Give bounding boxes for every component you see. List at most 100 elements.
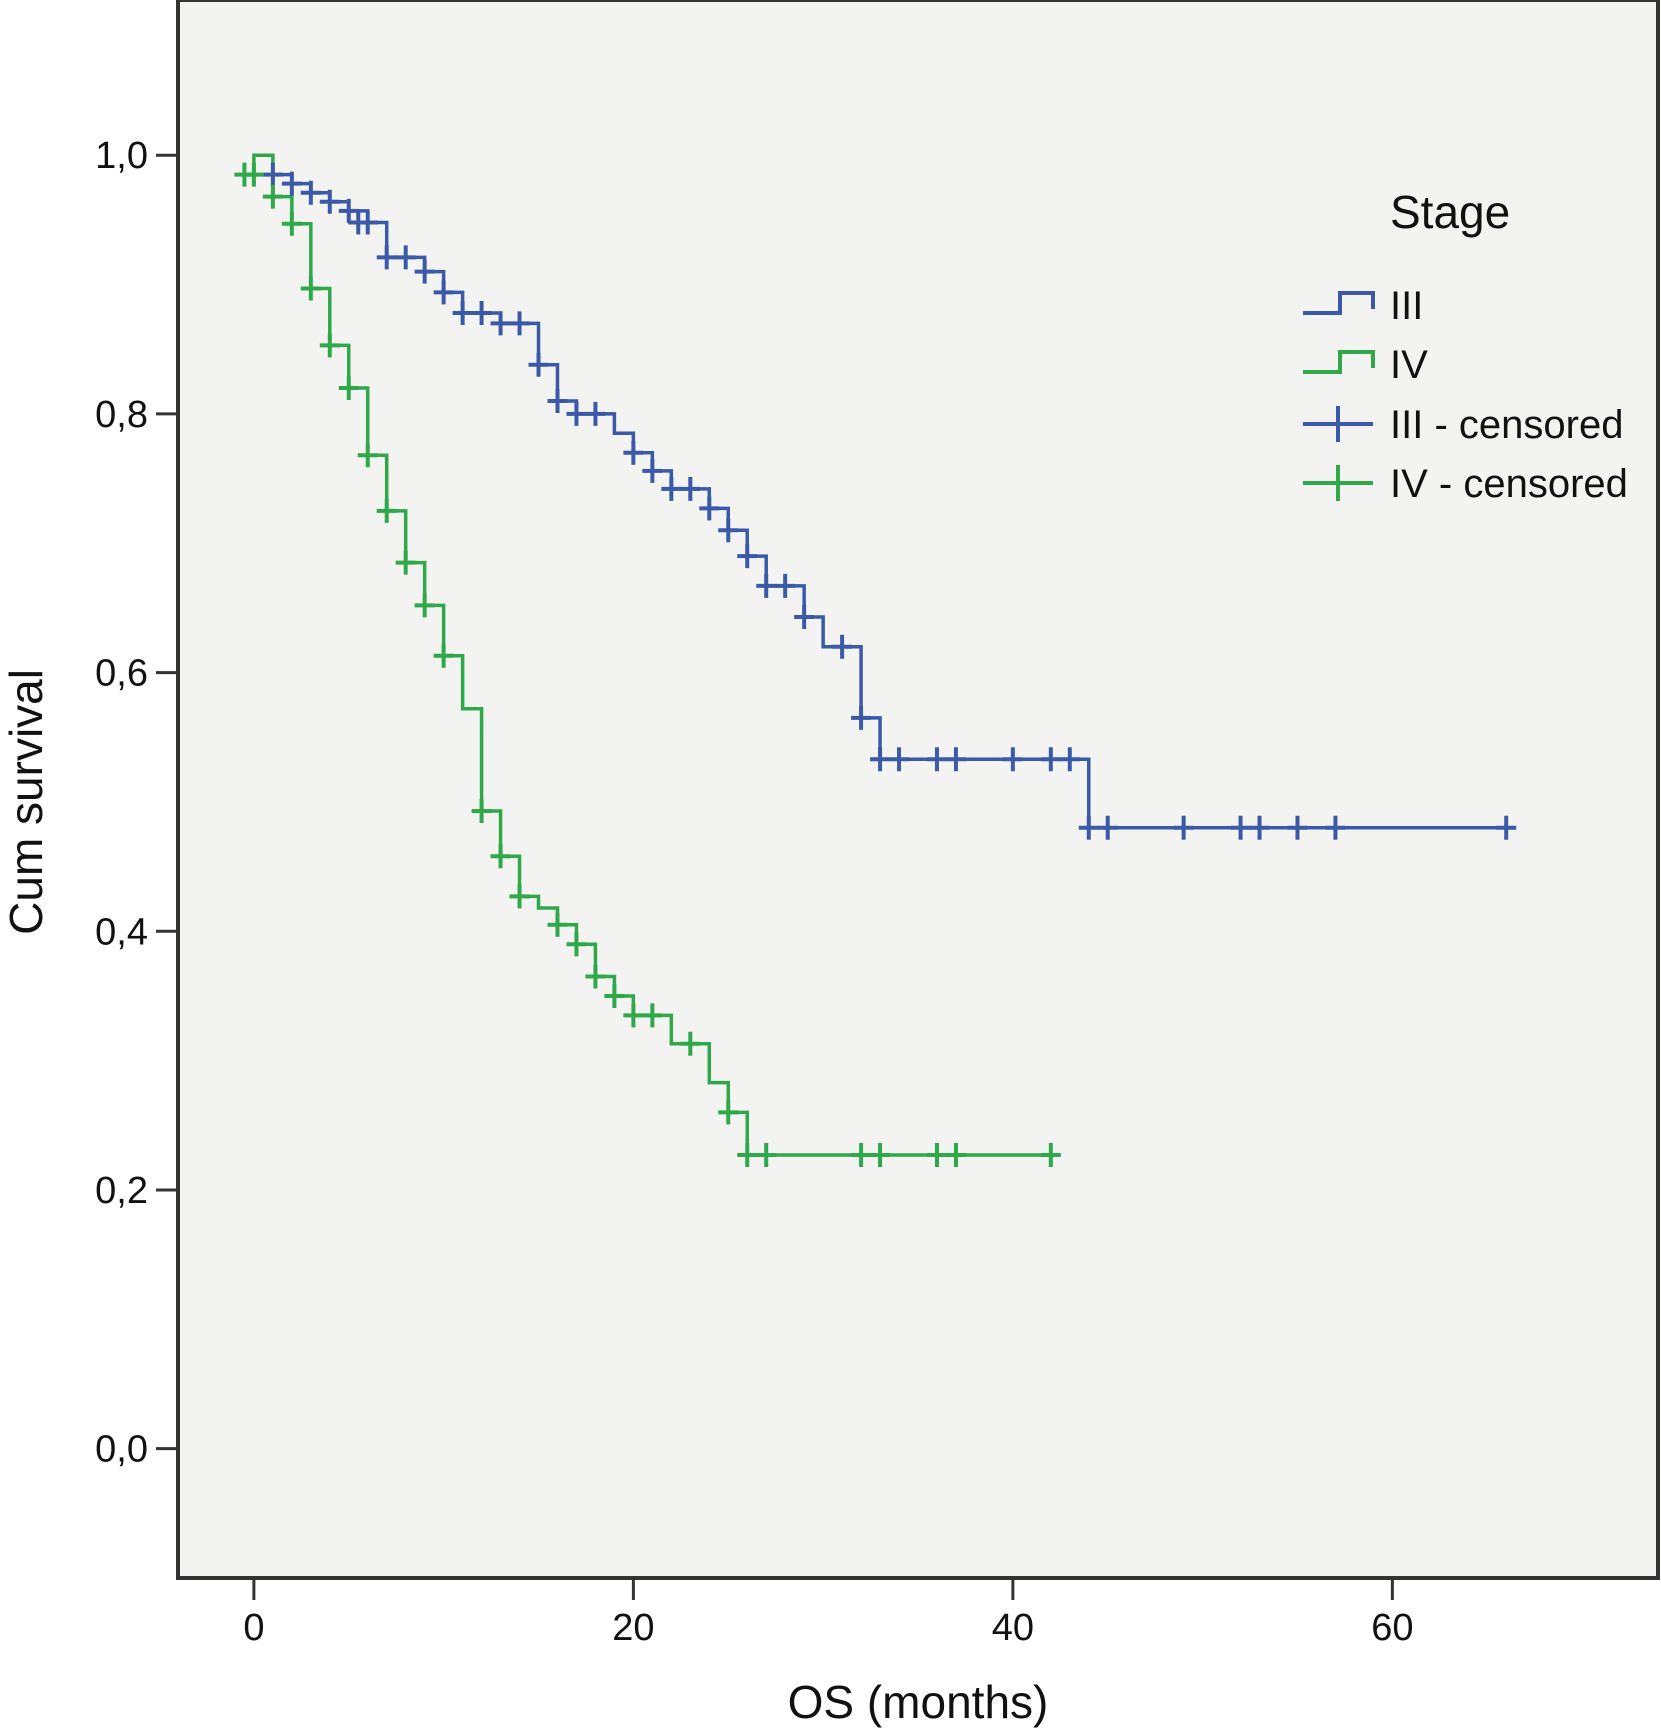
censor-mark-III xyxy=(1002,747,1023,772)
censor-mark-IV xyxy=(851,1143,872,1168)
censor-mark-IV xyxy=(414,593,435,618)
censor-mark-IV xyxy=(1040,1143,1061,1168)
y-tick-label: 0,2 xyxy=(95,1170,148,1212)
censor-mark-IV xyxy=(945,1143,966,1168)
x-tick-label: 60 xyxy=(1371,1607,1413,1649)
censor-mark-III xyxy=(1173,815,1194,840)
censor-mark-III xyxy=(414,259,435,284)
censor-mark-IV xyxy=(604,983,625,1008)
censor-mark-III xyxy=(718,518,739,543)
y-tick-label: 0,4 xyxy=(95,911,148,953)
censor-mark-III xyxy=(775,573,796,598)
censor-mark-III xyxy=(262,162,283,187)
censor-mark-IV xyxy=(718,1100,739,1125)
legend-swatch-line xyxy=(1303,350,1375,374)
legend-swatch-line xyxy=(1303,291,1375,315)
legend: Stage III IV III - censored IV - censored xyxy=(1303,186,1628,506)
censor-mark-III xyxy=(737,544,758,569)
censor-mark-IV xyxy=(433,643,454,668)
legend-entry: III xyxy=(1390,284,1423,328)
censor-mark-III xyxy=(1040,747,1061,772)
y-axis-label: Cum survival xyxy=(0,669,52,935)
censor-mark-IV xyxy=(756,1143,777,1168)
censor-mark-III xyxy=(300,180,321,205)
censor-mark-III xyxy=(357,210,378,235)
censor-mark-III xyxy=(319,189,340,214)
censor-mark-III xyxy=(1097,815,1118,840)
legend-title: Stage xyxy=(1390,186,1510,238)
legend-entry: IV xyxy=(1390,343,1428,387)
censor-mark-III xyxy=(528,352,549,377)
censor-mark-IV xyxy=(300,276,321,301)
censor-mark-III xyxy=(1325,815,1346,840)
censor-mark-III xyxy=(1059,747,1080,772)
censor-mark-IV xyxy=(642,1003,663,1028)
censor-mark-III xyxy=(945,747,966,772)
y-tick-label: 1,0 xyxy=(95,135,148,177)
censor-mark-IV xyxy=(281,211,302,236)
x-tick-label: 20 xyxy=(612,1607,654,1649)
censor-mark-IV xyxy=(585,964,606,989)
censor-mark-III xyxy=(680,476,701,501)
censor-mark-III xyxy=(623,440,644,465)
x-tick-label: 40 xyxy=(992,1607,1034,1649)
censor-mark-III xyxy=(756,573,777,598)
censor-mark-III xyxy=(433,280,454,305)
censor-mark-IV xyxy=(547,912,568,937)
censor-mark-III xyxy=(851,705,872,730)
censor-mark-III xyxy=(585,401,606,426)
legend-entry: IV - censored xyxy=(1390,462,1628,506)
censor-mark-III xyxy=(926,747,947,772)
y-tick-label: 0,8 xyxy=(95,394,148,436)
censor-mark-III xyxy=(509,311,530,336)
y-tick-label: 0,6 xyxy=(95,653,148,695)
censor-mark-IV xyxy=(471,798,492,823)
censor-markers xyxy=(234,162,1517,1168)
censor-mark-IV xyxy=(243,162,264,187)
censor-mark-IV xyxy=(737,1143,758,1168)
censor-mark-III xyxy=(471,301,492,326)
censor-mark-III xyxy=(395,245,416,270)
x-tick-label: 0 xyxy=(243,1607,264,1649)
censor-mark-III xyxy=(490,311,511,336)
censor-mark-IV xyxy=(262,184,283,209)
censor-mark-III xyxy=(699,496,720,521)
censor-mark-III xyxy=(1230,815,1251,840)
censor-mark-III xyxy=(376,245,397,270)
censor-mark-IV xyxy=(623,1003,644,1028)
censor-mark-III xyxy=(832,634,853,659)
censor-mark-III xyxy=(547,388,568,413)
censor-mark-III xyxy=(281,171,302,196)
legend-swatch-censor xyxy=(1303,406,1373,442)
censor-mark-III xyxy=(1287,815,1308,840)
censor-mark-III xyxy=(661,476,682,501)
censor-mark-IV xyxy=(357,443,378,468)
axes: 0,0 0,2 0,4 0,6 0,8 1,0 0 20 40 60 xyxy=(95,135,1413,1649)
censor-mark-III xyxy=(338,198,359,223)
y-tick-label: 0,0 xyxy=(95,1429,148,1471)
censor-mark-III xyxy=(642,458,663,483)
censor-mark-III xyxy=(889,747,910,772)
censor-mark-III xyxy=(1249,815,1270,840)
legend-entry: III - censored xyxy=(1390,403,1623,447)
censor-mark-IV xyxy=(680,1031,701,1056)
censor-mark-III xyxy=(870,747,891,772)
censor-mark-IV xyxy=(338,376,359,401)
censor-mark-III xyxy=(566,401,587,426)
censor-mark-III xyxy=(452,301,473,326)
censor-mark-IV xyxy=(509,884,530,909)
legend-swatch-censor xyxy=(1303,465,1373,501)
x-axis-label: OS (months) xyxy=(788,1676,1049,1728)
censor-mark-IV xyxy=(319,333,340,358)
censor-mark-III xyxy=(794,604,815,629)
censor-mark-IV xyxy=(870,1143,891,1168)
censor-mark-IV xyxy=(376,498,397,523)
censor-mark-IV xyxy=(490,844,511,869)
censor-mark-III xyxy=(1496,815,1517,840)
censor-mark-IV xyxy=(566,932,587,957)
censor-mark-IV xyxy=(395,550,416,575)
censor-mark-IV xyxy=(926,1143,947,1168)
censor-mark-III xyxy=(1078,815,1099,840)
